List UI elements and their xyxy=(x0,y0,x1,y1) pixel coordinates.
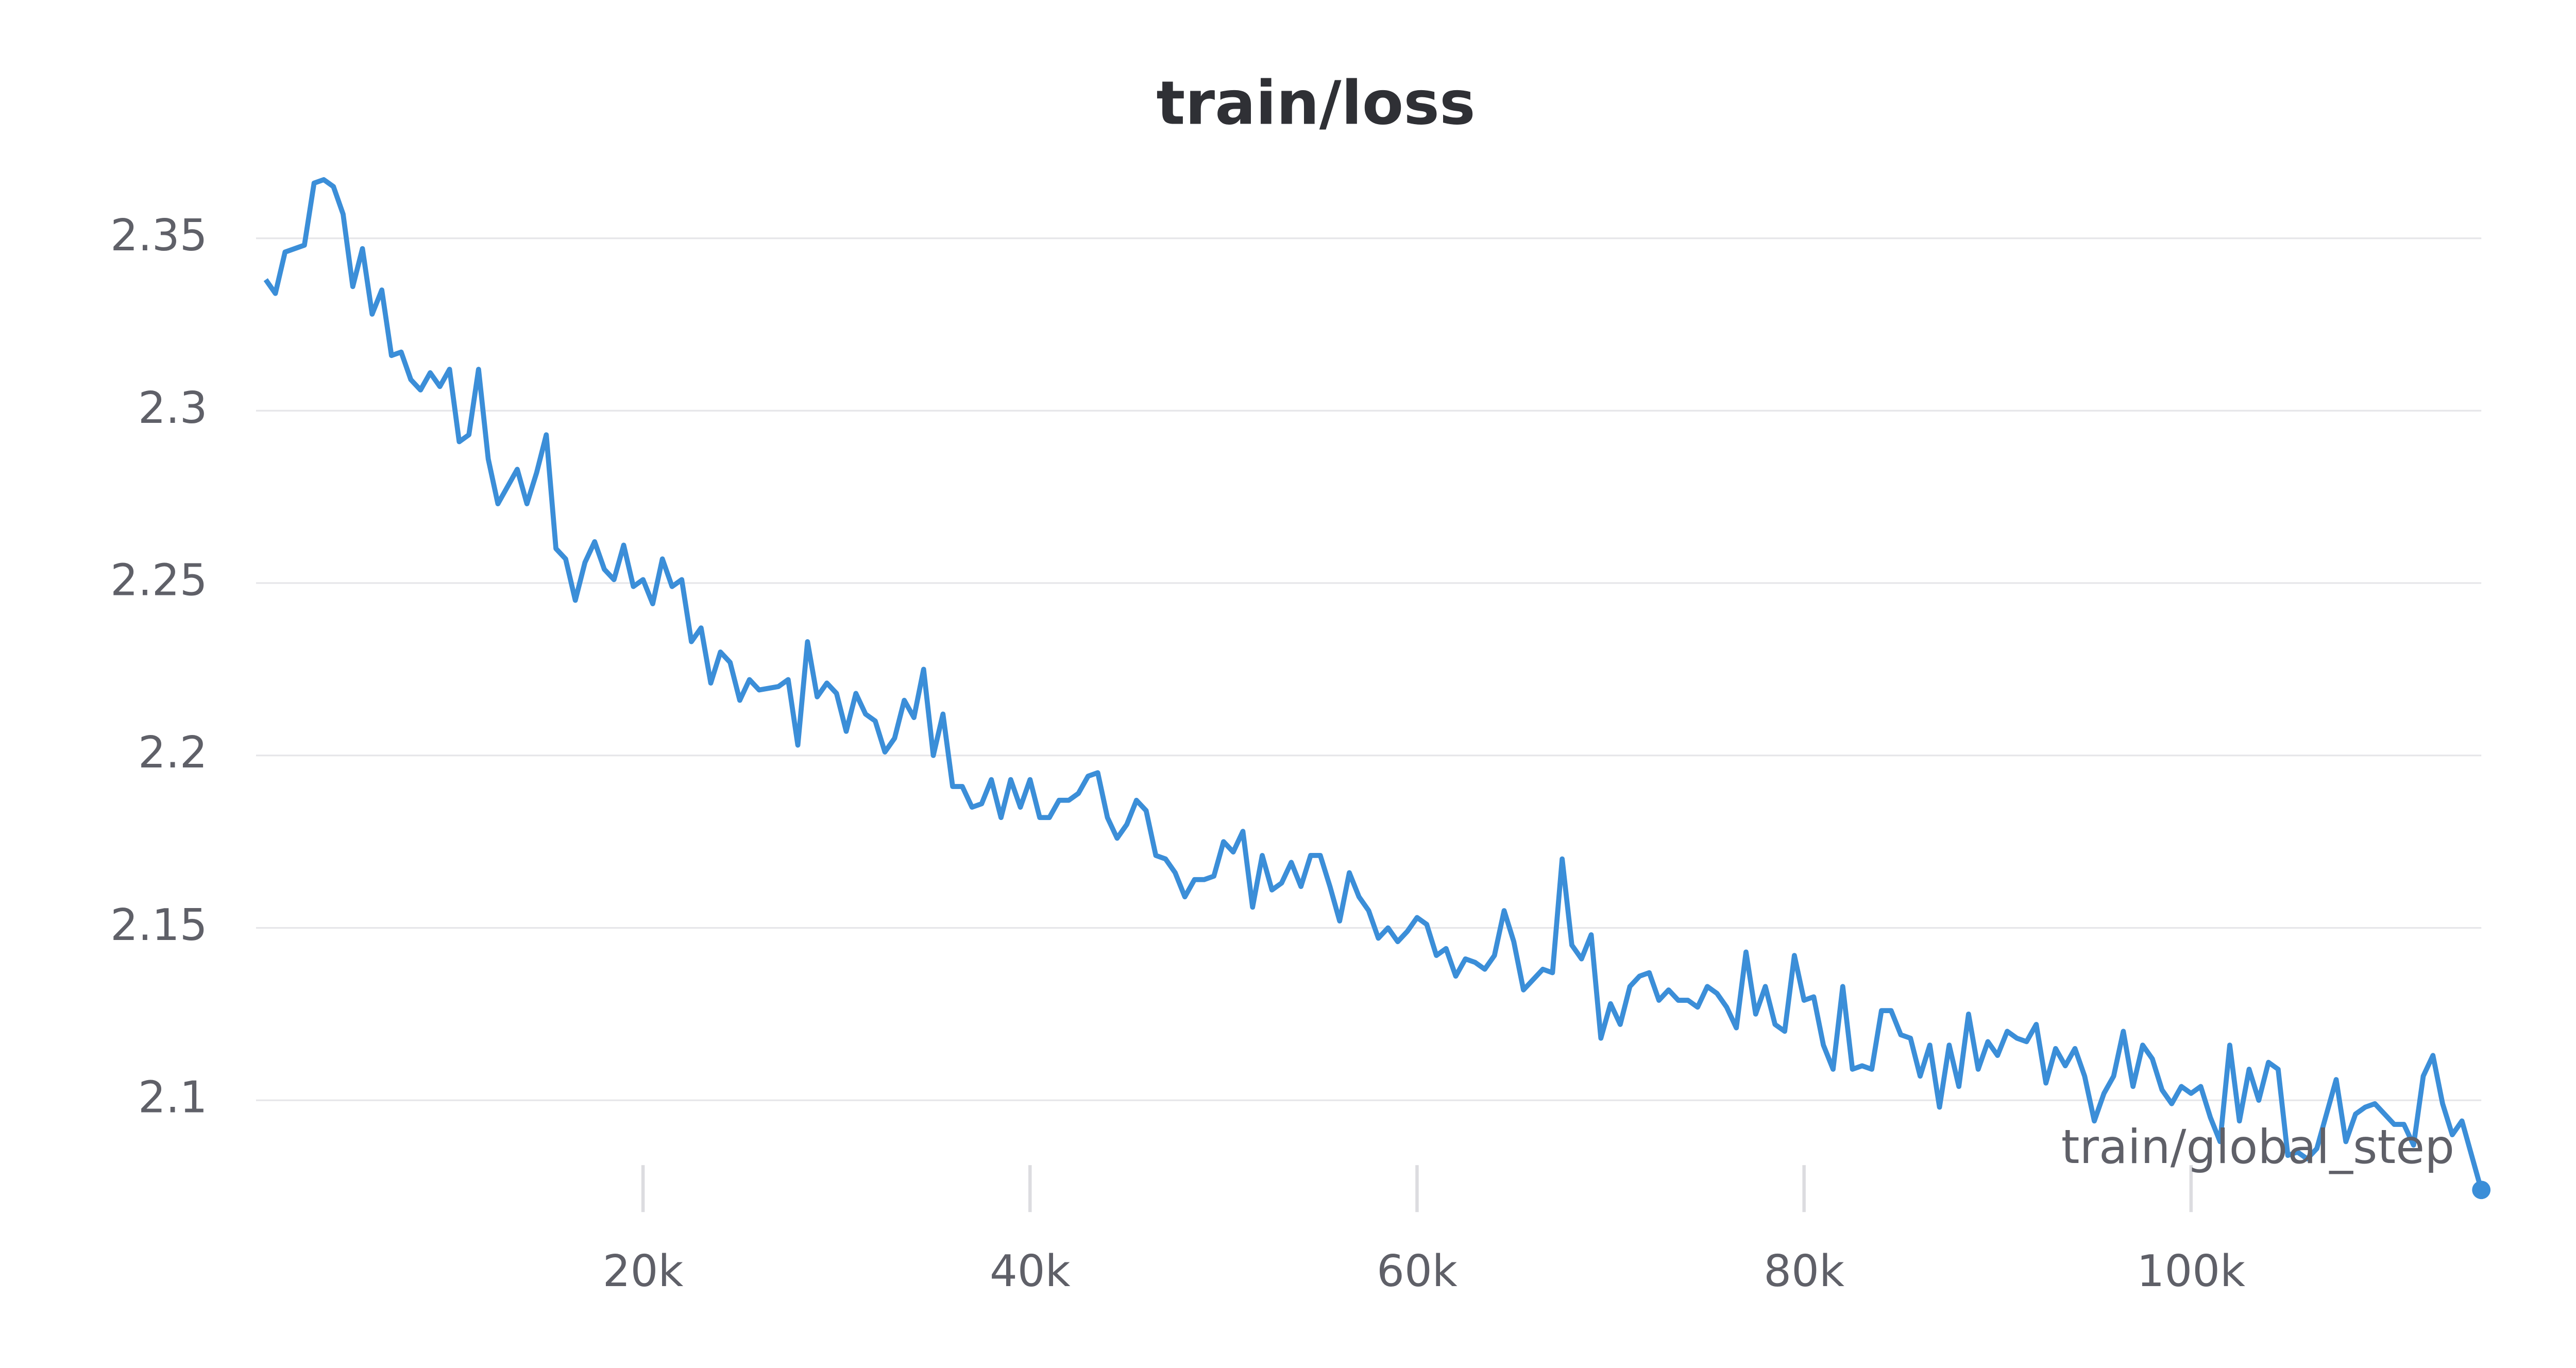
x-tick-label: 80k xyxy=(1764,1245,1844,1296)
chart-title: train/loss xyxy=(1156,68,1475,139)
x-tick-label: 100k xyxy=(2137,1245,2246,1296)
end-point xyxy=(2472,1181,2491,1200)
x-tick-label: 40k xyxy=(990,1245,1071,1296)
y-tick-label: 2.2 xyxy=(138,727,208,778)
y-tick-label: 2.35 xyxy=(110,210,207,261)
x-tick-label: 60k xyxy=(1377,1245,1458,1296)
line xyxy=(263,177,2484,1191)
y-tick-label: 2.15 xyxy=(110,899,207,950)
x-tick-label: 20k xyxy=(603,1245,684,1296)
y-tick-label: 2.1 xyxy=(138,1072,208,1123)
x-axis-label: train/global_step xyxy=(2061,1120,2454,1174)
y-tick-label: 2.25 xyxy=(110,554,207,605)
y-tick-label: 2.3 xyxy=(138,382,208,433)
